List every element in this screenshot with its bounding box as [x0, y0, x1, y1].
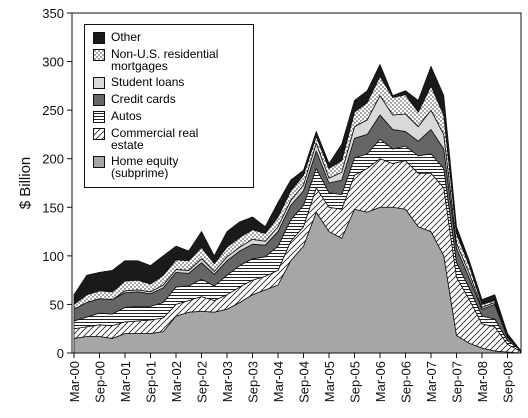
x-tick-label: Sep-06: [399, 361, 414, 403]
x-tick-label: Mar-05: [322, 361, 337, 402]
plot-frame: [71, 12, 522, 354]
legend-item: Autos: [93, 110, 247, 123]
legend-item: Student loans: [93, 76, 247, 89]
x-tick-label: Mar-06: [373, 361, 388, 402]
legend-label: Autos: [111, 109, 142, 123]
x-tick-label: Sep-08: [501, 361, 516, 403]
legend-label: Student loans: [111, 75, 185, 89]
y-tick-label: 250: [42, 103, 64, 118]
legend-label: Commercial real estate: [111, 126, 199, 152]
legend-swatch: [93, 32, 105, 44]
legend-swatch: [93, 77, 105, 89]
y-tick-label: 50: [50, 297, 64, 312]
legend-item: Other: [93, 31, 247, 44]
area: [73, 64, 521, 351]
x-tick-label: Sep-07: [450, 361, 465, 403]
x-tick-label: Mar-02: [169, 361, 184, 402]
x-tick-label: Mar-08: [475, 361, 490, 402]
y-tick-label: 300: [42, 55, 64, 70]
x-tick-label: Sep-00: [93, 361, 108, 403]
x-tick-label: Mar-07: [424, 361, 439, 402]
y-tick-label: 0: [57, 346, 64, 361]
legend-swatch: [93, 111, 105, 123]
legend-item: Home equity (subprime): [93, 155, 247, 179]
legend-label: Non-U.S. residential mortgages: [111, 47, 219, 73]
legend-item: Credit cards: [93, 93, 247, 106]
x-tick-label: Mar-04: [271, 361, 286, 402]
y-tick-label: 200: [42, 152, 64, 167]
legend-label: Other: [111, 30, 142, 44]
y-tick-label: 350: [42, 6, 64, 21]
legend-label: Home equity (subprime): [111, 154, 179, 180]
legend-swatch: [93, 94, 105, 106]
y-tick-label: 100: [42, 249, 64, 264]
x-tick-label: Mar-01: [118, 361, 133, 402]
legend: Other Non-U.S. residential mortgages Stude…: [84, 24, 254, 188]
legend-item: Non-U.S. residential mortgages: [93, 48, 247, 72]
x-tick-label: Sep-02: [195, 361, 210, 403]
x-tick-label: Mar-00: [67, 361, 82, 402]
legend-swatch: [93, 156, 105, 168]
legend-item: Commercial real estate: [93, 127, 247, 151]
y-tick-label: 150: [42, 200, 64, 215]
x-tick-label: Mar-03: [220, 361, 235, 402]
legend-swatch: [93, 128, 105, 140]
legend-label: Credit cards: [111, 92, 176, 106]
legend-swatch: [93, 49, 105, 61]
x-tick-label: Sep-04: [297, 361, 312, 403]
y-axis-label: $ Billion: [17, 157, 34, 210]
x-tick-label: Sep-03: [246, 361, 261, 403]
x-tick-label: Sep-01: [144, 361, 159, 403]
x-tick-label: Sep-05: [348, 361, 363, 403]
